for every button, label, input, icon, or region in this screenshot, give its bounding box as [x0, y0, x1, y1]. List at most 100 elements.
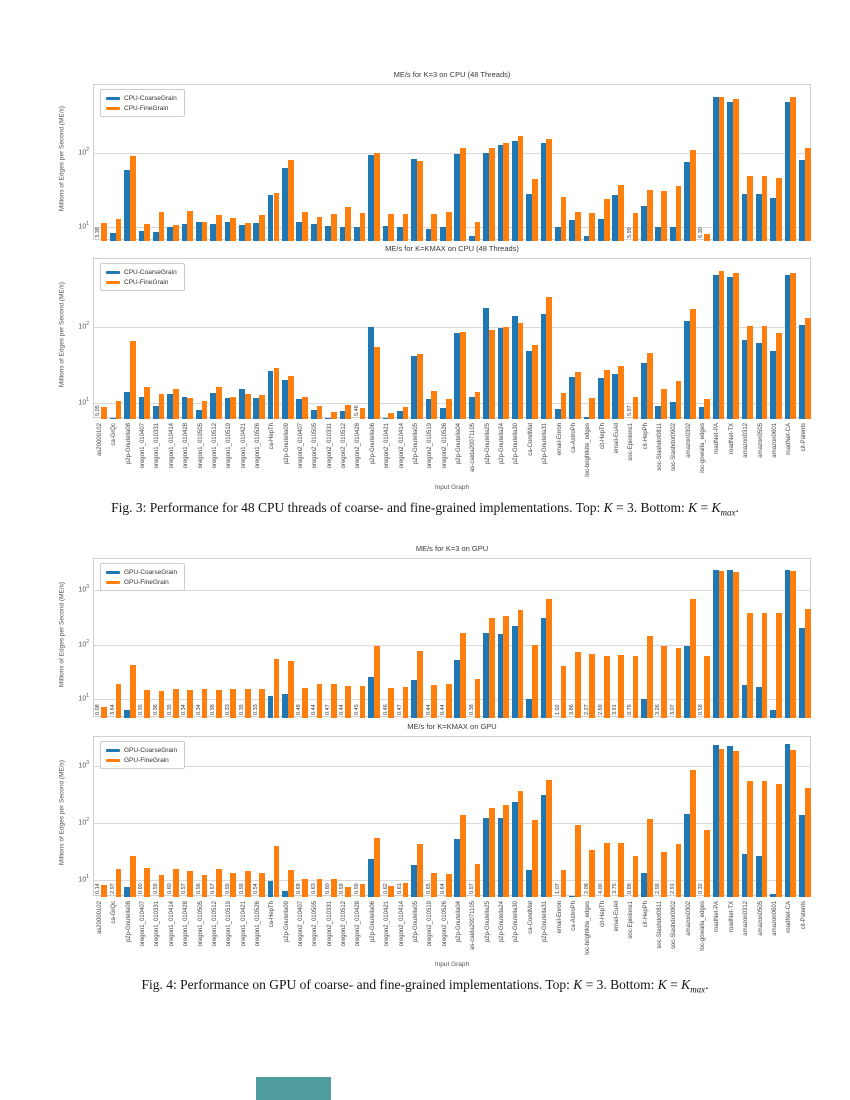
bar-fine [273, 845, 280, 897]
bar-coarse [224, 398, 231, 419]
x-tick-label: loc-brightkite_edges [585, 423, 592, 477]
bar-fine [158, 393, 165, 419]
bar-value-annotation: 3.86 [569, 704, 576, 715]
bar-fine [718, 270, 725, 419]
bar-fine [560, 392, 567, 419]
legend-label: GPU-FineGrain [124, 578, 169, 586]
bar-fine [589, 398, 596, 419]
bar-coarse [368, 327, 374, 419]
bar-fine [603, 842, 610, 897]
legend-entry: CPU-CoarseGrain [106, 267, 177, 277]
x-tick-label: p2p-Gnutella30 [513, 901, 520, 943]
bar-fine [201, 688, 208, 718]
bar-coarse [382, 417, 389, 419]
bar-value-annotation: 3.07 [669, 704, 676, 715]
bar-fine [675, 843, 682, 897]
gridline [94, 644, 810, 646]
bar-coarse [195, 221, 202, 241]
x-tick-label: oregon2_010331 [326, 901, 333, 947]
bar-coarse [310, 410, 317, 419]
bar-coarse [411, 679, 418, 718]
bar-fine [747, 326, 754, 419]
bar-coarse [282, 694, 288, 718]
x-tick-label: oregon2_010505 [312, 901, 319, 947]
bar-value-annotation: 0.34 [181, 704, 188, 715]
bar-fine [460, 331, 466, 419]
bar-coarse [554, 408, 561, 419]
bar-fine [474, 864, 481, 897]
bar-value-annotation: 0.14 [95, 883, 102, 894]
bar-fine [488, 329, 495, 419]
x-tick-label: oregon1_010505 [197, 901, 204, 947]
bar-fine [158, 875, 165, 897]
bar-fine [503, 327, 509, 419]
bar-coarse [454, 154, 461, 241]
bar-fine [302, 878, 308, 897]
x-tick-label: oregon1_010414 [168, 901, 175, 947]
x-tick-label: p2p-Gnutella31 [542, 423, 549, 465]
legend: CPU-CoarseGrain CPU-FineGrain [100, 89, 185, 117]
bar-fine [144, 387, 150, 419]
bar-fine [129, 156, 136, 241]
y-tick-exponent: 2 [86, 321, 89, 328]
caption-text: Fig. 3: Performance for 48 CPU threads o… [111, 500, 604, 515]
bar-coarse [569, 376, 576, 419]
bar-fine [259, 215, 265, 241]
x-tick-label: p2p-Gnutella24 [499, 901, 506, 943]
bar-fine [417, 843, 423, 897]
x-tick-label: oregon2_010421 [384, 901, 391, 947]
bar-fine [259, 688, 265, 718]
bar-value-annotation: 5.05 [95, 405, 102, 416]
bar-fine [790, 571, 797, 718]
x-tick-label: ca-CondMat [527, 423, 534, 456]
legend-label: CPU-FineGrain [124, 278, 169, 286]
x-tick-label: oregon2_010331 [326, 423, 333, 469]
bar-fine [460, 814, 466, 897]
bar-fine [689, 770, 696, 897]
bar-fine [330, 412, 337, 419]
bar-fine [675, 185, 682, 241]
bar-fine [302, 396, 308, 419]
y-tick-label: 101 [78, 873, 89, 884]
bar-coarse [727, 277, 733, 419]
bar-fine [718, 97, 725, 241]
bar-coarse [267, 371, 274, 419]
bar-fine [259, 394, 265, 419]
x-tick-label: ca-HepTh [269, 901, 276, 928]
bar-fine [761, 781, 768, 897]
bar-fine [776, 177, 782, 241]
x-tick-label: amazon0302 [685, 901, 692, 936]
y-tick-label: 103 [78, 583, 89, 593]
x-tick-label: oregon1_010519 [226, 423, 233, 469]
bar-fine [646, 352, 653, 419]
bar-fine [776, 613, 782, 718]
bar-value-annotation: 0.38 [468, 704, 475, 715]
bar-fine [144, 689, 150, 718]
bar-fine [675, 648, 682, 718]
bar-value-annotation: 6.30 [698, 227, 705, 238]
bar-coarse [598, 218, 604, 241]
x-tick-label: loc-gowalla_edges [700, 901, 707, 951]
bar-fine [646, 636, 653, 718]
math-sub: max [690, 985, 705, 995]
bar-value-annotation: 3.75 [612, 883, 619, 894]
bar-fine [503, 804, 509, 897]
fig4-caption: Fig. 4: Performance on GPU of coarse- an… [0, 977, 850, 995]
bar-fine [187, 870, 194, 897]
bar-fine [804, 787, 811, 897]
bar-coarse [770, 351, 777, 419]
bar-coarse [483, 307, 489, 419]
x-tick-label: ca-AstroPh [570, 901, 577, 931]
x-tick-label: roadNet-CA [786, 423, 793, 455]
bar-coarse [181, 396, 188, 419]
bar-coarse [554, 227, 561, 241]
legend-label: GPU-CoarseGrain [124, 746, 178, 754]
x-tick-label: p2p-Gnutella06 [369, 901, 376, 943]
bar-fine [345, 404, 352, 419]
x-tick-label: oregon1_010519 [226, 901, 233, 947]
bar-fine [345, 886, 352, 897]
bar-coarse [339, 411, 346, 419]
x-tick-label: amazon0312 [743, 901, 750, 936]
bar-fine [374, 346, 380, 419]
bar-coarse [368, 155, 374, 241]
